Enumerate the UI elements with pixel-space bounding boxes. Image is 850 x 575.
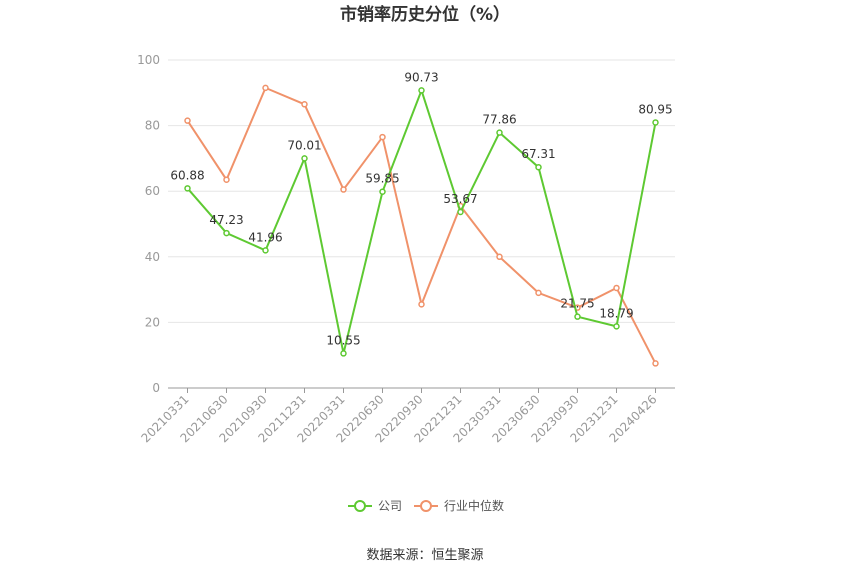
data-point[interactable] bbox=[613, 284, 620, 292]
data-point[interactable] bbox=[262, 84, 269, 92]
x-axis: 2021033120210630202109302021123120220331… bbox=[139, 387, 675, 445]
legend-marker bbox=[420, 500, 432, 512]
data-point[interactable] bbox=[223, 176, 230, 183]
data-label: 18.79 bbox=[599, 306, 633, 320]
series-line bbox=[186, 87, 657, 354]
y-tick-label: 60 bbox=[145, 184, 160, 198]
data-label: 10.55 bbox=[326, 333, 360, 347]
data-point[interactable] bbox=[184, 185, 191, 192]
data-label: 70.01 bbox=[287, 138, 321, 152]
source-note: 数据来源：恒生聚源 bbox=[366, 548, 483, 563]
legend-label: 行业中位数 bbox=[444, 498, 504, 513]
data-point[interactable] bbox=[496, 129, 503, 136]
data-point[interactable] bbox=[418, 87, 425, 94]
data-point[interactable] bbox=[379, 133, 386, 141]
data-point[interactable] bbox=[223, 229, 230, 237]
data-point[interactable] bbox=[652, 360, 659, 367]
data-label: 60.88 bbox=[170, 168, 204, 182]
data-point[interactable] bbox=[496, 253, 503, 261]
y-tick-label: 100 bbox=[137, 53, 160, 67]
data-point[interactable] bbox=[301, 155, 308, 162]
legend-item[interactable]: 公司 bbox=[348, 499, 402, 513]
data-point[interactable] bbox=[340, 186, 347, 193]
chart-title: 市销率历史分位（%） bbox=[340, 4, 510, 25]
data-label: 47.23 bbox=[209, 213, 243, 227]
legend-item[interactable]: 行业中位数 bbox=[414, 498, 504, 513]
legend-marker bbox=[354, 500, 366, 512]
y-axis-ticks: 0 20 40 60 80 100 bbox=[137, 53, 160, 395]
data-label: 59.85 bbox=[365, 172, 399, 186]
data-point[interactable] bbox=[184, 117, 191, 124]
grid-lines bbox=[168, 59, 675, 323]
data-point[interactable] bbox=[262, 247, 269, 254]
data-label: 80.95 bbox=[638, 102, 672, 116]
data-point[interactable] bbox=[340, 350, 347, 357]
y-tick-label: 0 bbox=[152, 381, 160, 395]
data-label: 90.73 bbox=[404, 70, 438, 84]
y-tick-label: 20 bbox=[145, 315, 160, 329]
series-group bbox=[184, 84, 659, 367]
data-label: 67.31 bbox=[521, 147, 555, 161]
data-point[interactable] bbox=[535, 163, 542, 171]
data-point[interactable] bbox=[301, 101, 308, 108]
data-label: 21.75 bbox=[560, 297, 594, 311]
legend[interactable]: 公司 行业中位数 bbox=[348, 498, 504, 513]
data-label: 53.67 bbox=[443, 192, 477, 206]
y-tick-label: 80 bbox=[145, 119, 160, 133]
legend-label: 公司 bbox=[378, 499, 402, 513]
data-point[interactable] bbox=[652, 119, 659, 126]
data-point[interactable] bbox=[574, 313, 581, 320]
data-point[interactable] bbox=[535, 289, 542, 297]
data-point[interactable] bbox=[379, 188, 386, 195]
data-point[interactable] bbox=[418, 301, 425, 308]
data-point[interactable] bbox=[457, 208, 464, 216]
y-tick-label: 40 bbox=[145, 250, 160, 264]
data-labels: 60.88 47.23 41.96 70.01 10.55 59.85 90.73 53.67… bbox=[170, 70, 672, 347]
data-label: 77.86 bbox=[482, 113, 516, 127]
data-point[interactable] bbox=[613, 323, 620, 330]
data-label: 41.96 bbox=[248, 230, 282, 244]
